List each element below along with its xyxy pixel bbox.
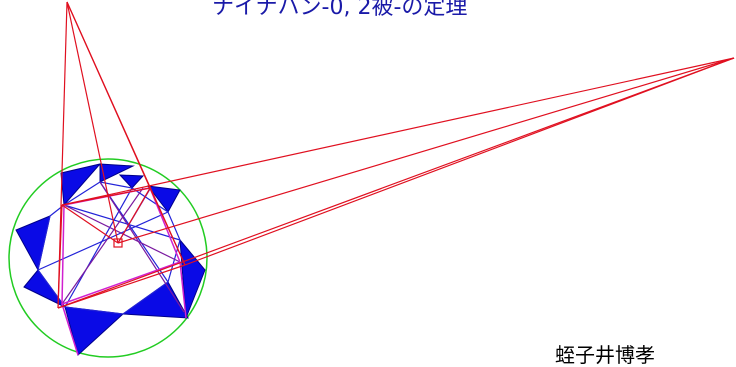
red-line [66,1,119,244]
outer-triangles [15,163,206,356]
outer-triangle [121,281,189,319]
circumcircle [8,158,208,358]
blue-chord [64,187,133,308]
purple-line [61,187,144,305]
outer-triangle [146,185,181,213]
outer-triangle [64,306,125,356]
red-line [117,187,151,244]
outer-triangle [15,215,51,272]
red-line [61,187,151,206]
outer-triangle [179,238,206,319]
construction-lines [57,1,735,309]
blue-chord [37,211,169,271]
author-name: 蛭子井博孝 [555,343,655,367]
red-line [57,57,735,309]
diagram-title: ナイナハン-0, 2被-の定理 [212,0,467,20]
red-line [57,204,63,309]
red-line [61,57,735,206]
purple-line [63,204,181,263]
red-line [149,187,186,266]
blue-chord [63,204,181,241]
red-line [57,264,186,309]
red-line [117,57,735,244]
outer-triangle [99,163,135,183]
purple-line [99,181,185,313]
magenta-segment [179,261,187,319]
red-line [184,57,735,266]
outer-triangle [60,163,102,207]
magenta-segment [61,303,79,356]
red-center-marker [113,238,123,248]
outer-triangle [118,174,145,189]
red-line [61,204,119,244]
